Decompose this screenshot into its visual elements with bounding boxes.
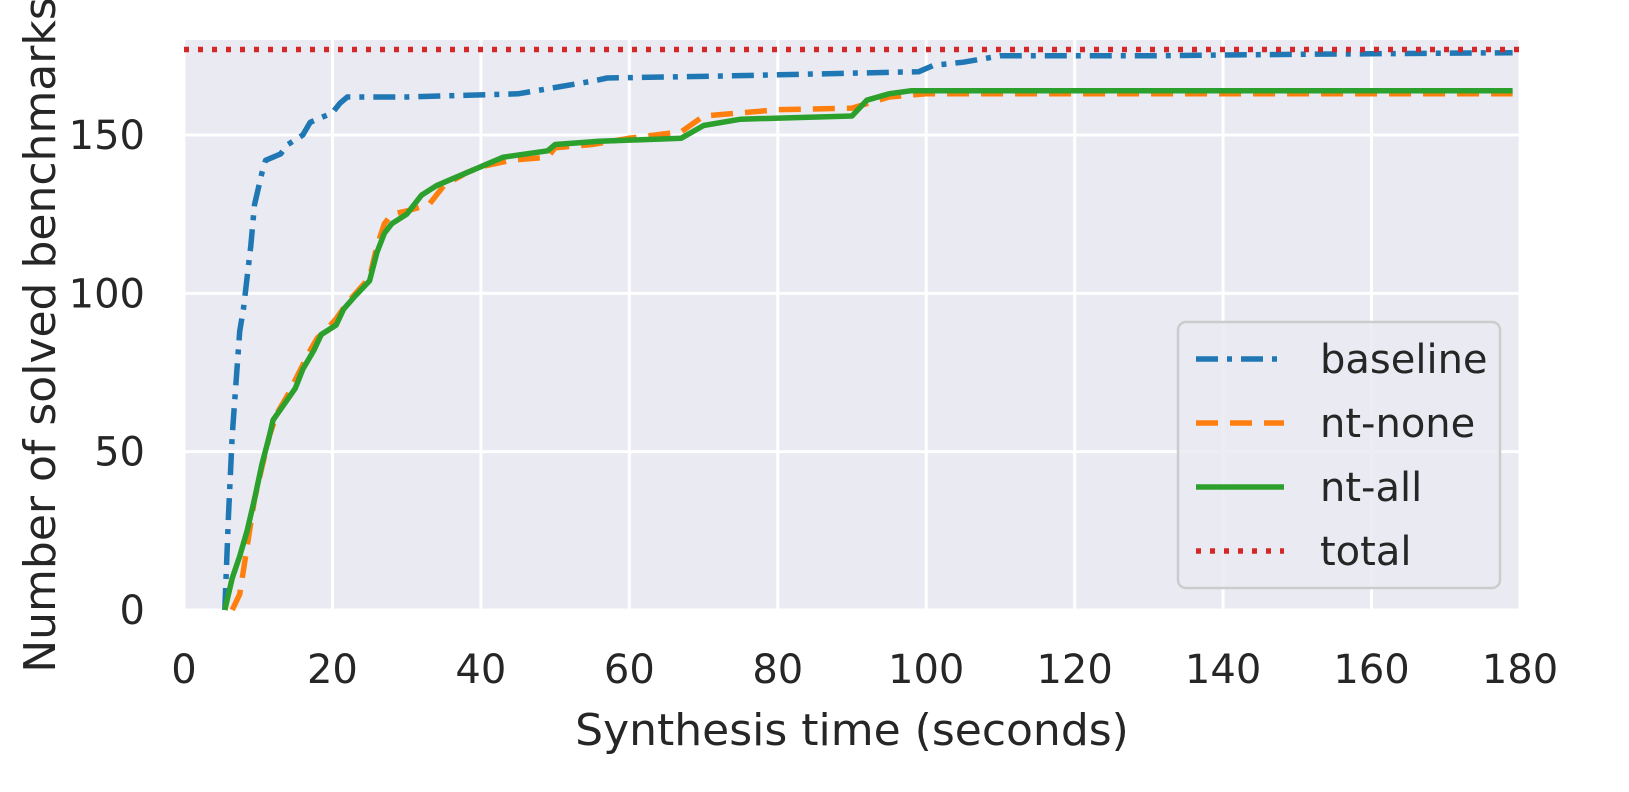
y-tick-label: 150: [69, 113, 145, 159]
x-tick-label: 60: [604, 647, 655, 693]
x-tick-label: 80: [752, 647, 803, 693]
series-line-nt-none: [229, 91, 1513, 612]
legend-box: [1176, 320, 1502, 590]
x-tick-label: 40: [455, 647, 506, 693]
x-tick-label: 100: [888, 647, 964, 693]
x-tick-label: 0: [171, 647, 196, 693]
legend-label-total: total: [1320, 529, 1411, 575]
series-layer: [184, 46, 1520, 612]
x-tick-label: 180: [1482, 647, 1558, 693]
legend: baseline nt-none nt-all total: [1176, 320, 1502, 590]
x-axis-label: Synthesis time (seconds): [575, 705, 1129, 756]
y-axis-ticks: 0 50 100 150: [69, 113, 145, 634]
series-line-nt-all: [222, 87, 1513, 611]
x-tick-label: 120: [1036, 647, 1112, 693]
series-line-baseline: [222, 49, 1513, 611]
x-tick-label: 140: [1185, 647, 1261, 693]
y-tick-label: 100: [69, 271, 145, 317]
legend-label-nt-none: nt-none: [1320, 401, 1475, 447]
y-tick-label: 50: [94, 430, 145, 476]
y-tick-label: 0: [120, 588, 145, 634]
y-axis-label: Number of solved benchmarks: [15, 0, 66, 673]
x-axis-ticks: 0 20 40 60 80 100 120 140 160 180: [171, 647, 1558, 693]
grid: [182, 40, 1522, 612]
legend-label-baseline: baseline: [1320, 337, 1488, 383]
x-tick-label: 160: [1333, 647, 1409, 693]
x-tick-label: 20: [307, 647, 358, 693]
legend-label-nt-all: nt-all: [1320, 465, 1422, 511]
